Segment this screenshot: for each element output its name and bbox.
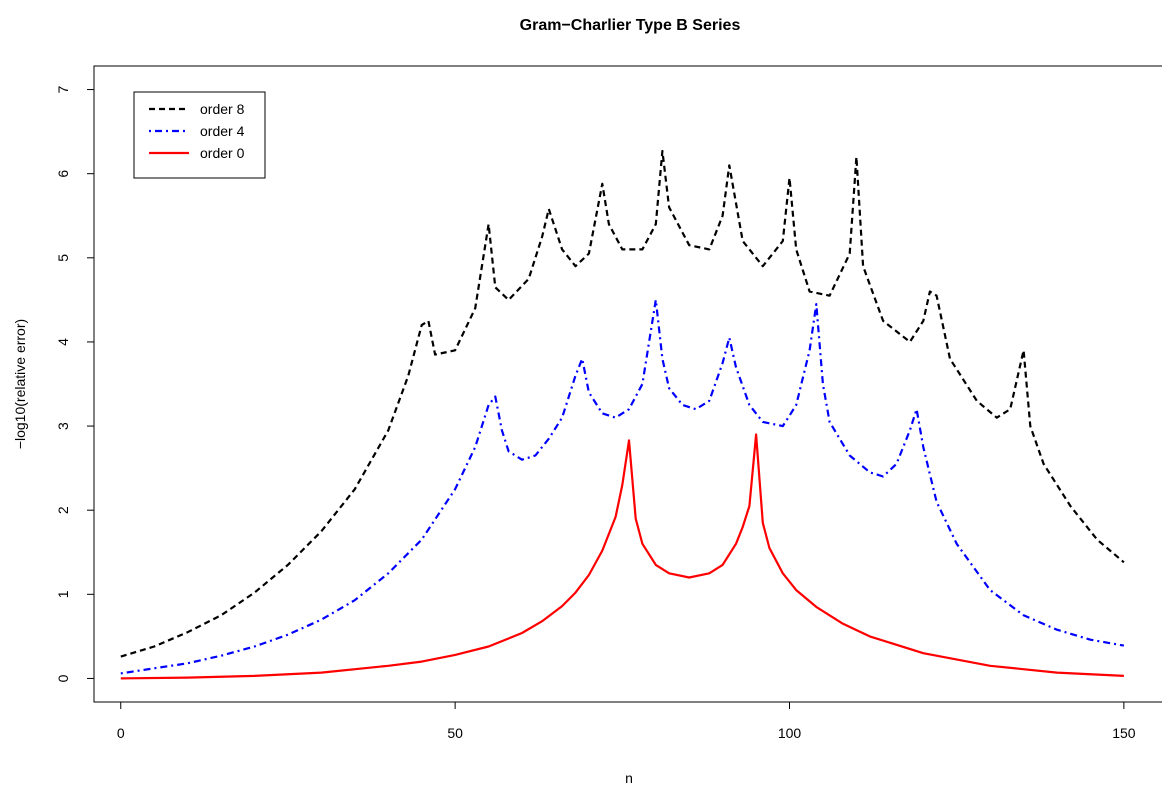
legend-box: [133, 91, 266, 179]
y-tick-label: 0: [55, 674, 71, 682]
legend-label: order 4: [200, 123, 245, 139]
legend-label: order 8: [200, 101, 245, 117]
x-axis: 0 50 100 150: [117, 701, 1136, 741]
legend-label: order 0: [200, 145, 245, 161]
y-tick-label: 3: [55, 422, 71, 430]
x-tick-label: 50: [447, 725, 463, 741]
series-layer: [120, 149, 1125, 680]
y-tick-label: 5: [55, 254, 71, 262]
x-tick-label: 100: [778, 725, 802, 741]
series-line-order-8: [120, 149, 1125, 658]
y-tick-label: 1: [55, 590, 71, 598]
y-axis: 0 1 2 3 4 5 6 7: [55, 85, 95, 682]
series-line-order-0: [120, 433, 1124, 680]
y-tick-label: 4: [55, 338, 71, 346]
x-tick-label: 150: [1112, 725, 1136, 741]
x-tick-label: 0: [117, 725, 125, 741]
y-tick-label: 2: [55, 506, 71, 514]
y-tick-label: 7: [55, 85, 71, 93]
x-axis-label: n: [625, 770, 633, 786]
chart-title: Gram−Charlier Type B Series: [520, 17, 741, 34]
y-tick-label: 6: [55, 170, 71, 178]
series-line-order-4: [120, 298, 1125, 675]
y-axis-label: −log10(relative error): [12, 319, 28, 449]
legend: order 8 order 4 order 0: [133, 91, 266, 179]
